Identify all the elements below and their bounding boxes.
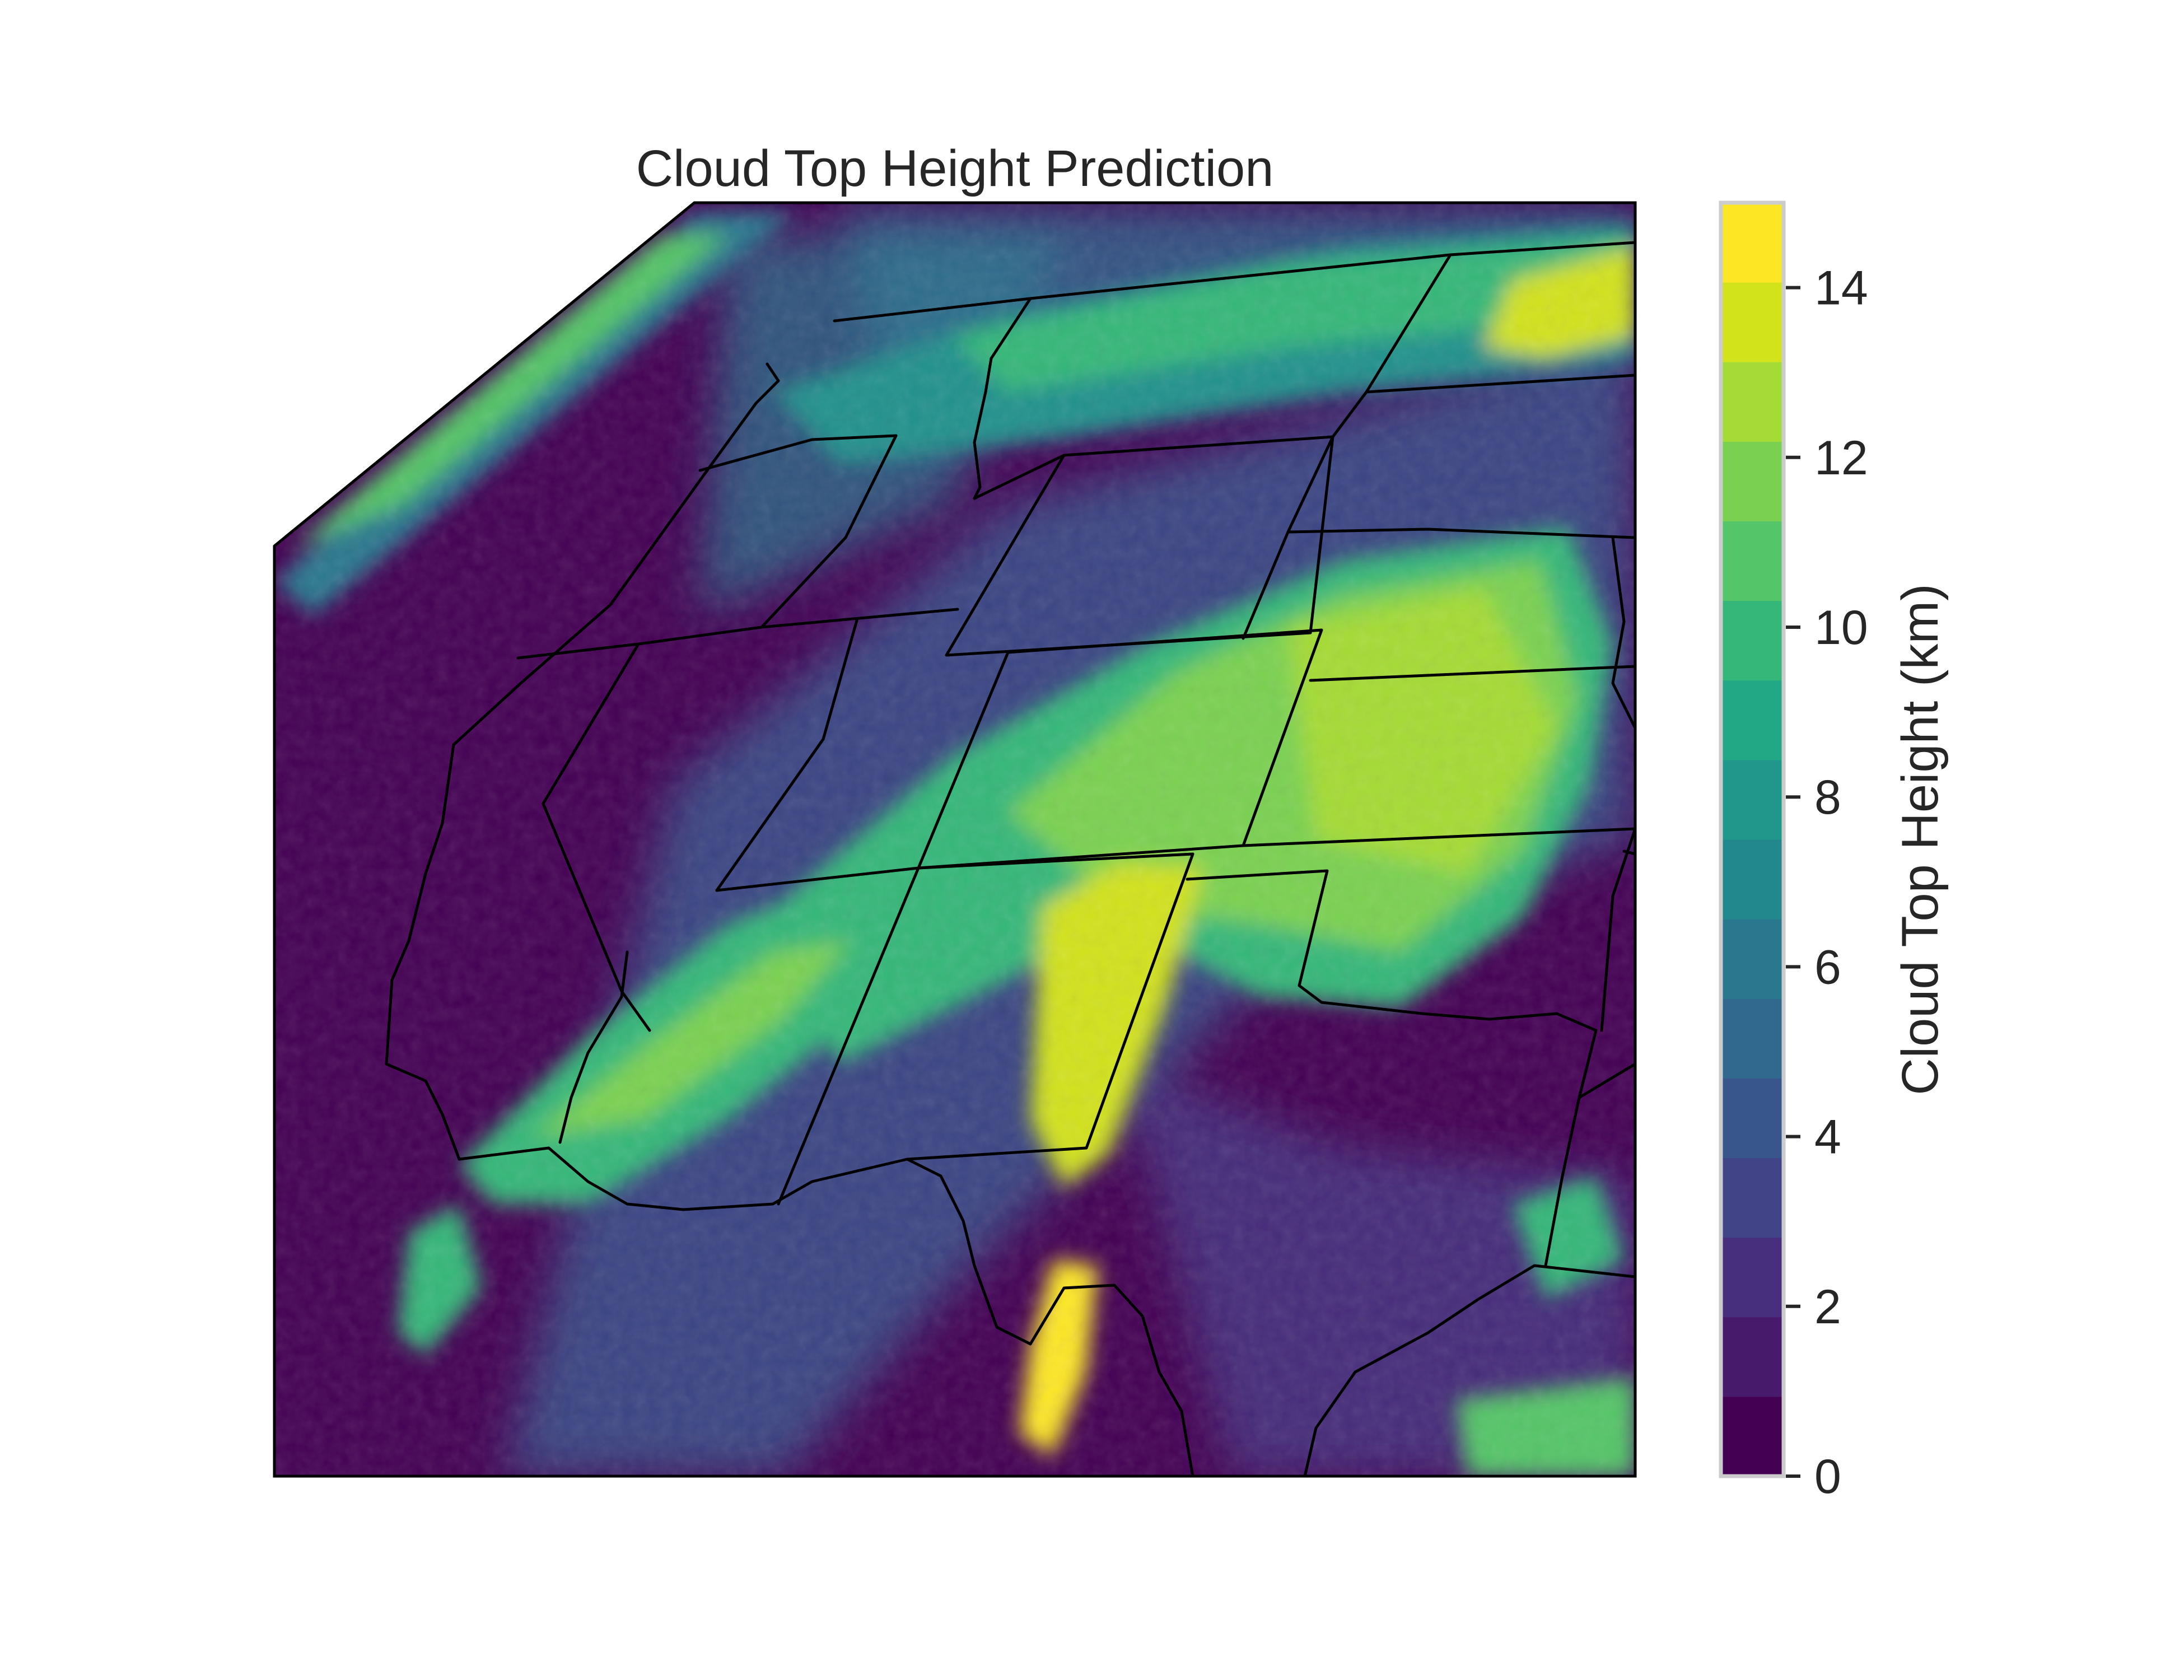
colorbar-swatch: [1721, 1078, 1784, 1158]
colorbar-swatch: [1721, 1396, 1784, 1477]
colorbar-swatch: [1721, 839, 1784, 920]
colorbar-swatch: [1721, 998, 1784, 1079]
colorbar-swatch: [1721, 203, 1784, 283]
colorbar-tick-label: 8: [1814, 771, 1841, 824]
colorbar-tick-label: 14: [1814, 262, 1868, 315]
colorbar-frame: [1719, 200, 1786, 1478]
colorbar-swatch: [1721, 600, 1784, 681]
colorbar: 0 2 4 6 8 10 12 14 Cloud Top Height (km): [1719, 200, 1949, 1504]
colorbar-ticks: 0 2 4 6 8 10 12 14: [1786, 262, 1868, 1504]
colorbar-swatch: [1721, 919, 1784, 999]
colorbar-tick-label: 10: [1814, 601, 1868, 655]
colorbar-swatch: [1721, 441, 1784, 521]
colorbar-tick-label: 2: [1814, 1280, 1841, 1334]
colorbar-swatch: [1721, 521, 1784, 601]
colorbar-tick-label: 4: [1814, 1110, 1841, 1164]
cloud-map: [274, 203, 1635, 1476]
colorbar-tick-label: 12: [1814, 431, 1868, 485]
colorbar-swatch: [1721, 362, 1784, 442]
cloud-field: [274, 203, 1635, 1476]
colorbar-swatch: [1721, 759, 1784, 840]
colorbar-swatch: [1721, 680, 1784, 760]
colorbar-label: Cloud Top Height (km): [1892, 584, 1949, 1095]
colorbar-tick-label: 0: [1814, 1450, 1841, 1504]
colorbar-swatch: [1721, 1158, 1784, 1238]
colorbar-swatch: [1721, 1237, 1784, 1318]
state-borders: [385, 241, 1635, 1476]
colorbar-swatch: [1721, 1317, 1784, 1397]
colorbar-tick-label: 6: [1814, 940, 1841, 994]
map-frame: [273, 201, 1637, 1478]
colorbar-swatches: [1721, 203, 1784, 1477]
colorbar-swatch: [1721, 282, 1784, 362]
figure-title: Cloud Top Height Prediction: [636, 140, 1274, 197]
